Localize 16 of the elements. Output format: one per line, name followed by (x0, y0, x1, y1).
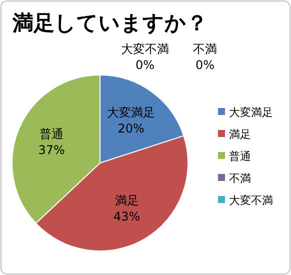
slice-label: 普通 (40, 127, 64, 142)
category-label: 大変不満 (121, 42, 169, 56)
legend-label: 大変不満 (229, 194, 273, 207)
legend-label: 満足 (229, 128, 251, 141)
slice-label: 満足 (114, 193, 139, 208)
data-label: 20% (118, 121, 144, 136)
legend-label: 大変満足 (229, 106, 273, 119)
data-label: 43% (114, 209, 140, 224)
data-label: 37% (38, 143, 65, 158)
legend-label: 不満 (229, 172, 251, 185)
category-label: 不満 (193, 42, 217, 56)
text: 0% (195, 58, 215, 72)
text: 0% (135, 58, 155, 72)
chart-title: 満足していますか？ (12, 11, 208, 35)
legend-label: 普通 (229, 150, 251, 163)
slice-label: 大変満足 (107, 105, 156, 120)
